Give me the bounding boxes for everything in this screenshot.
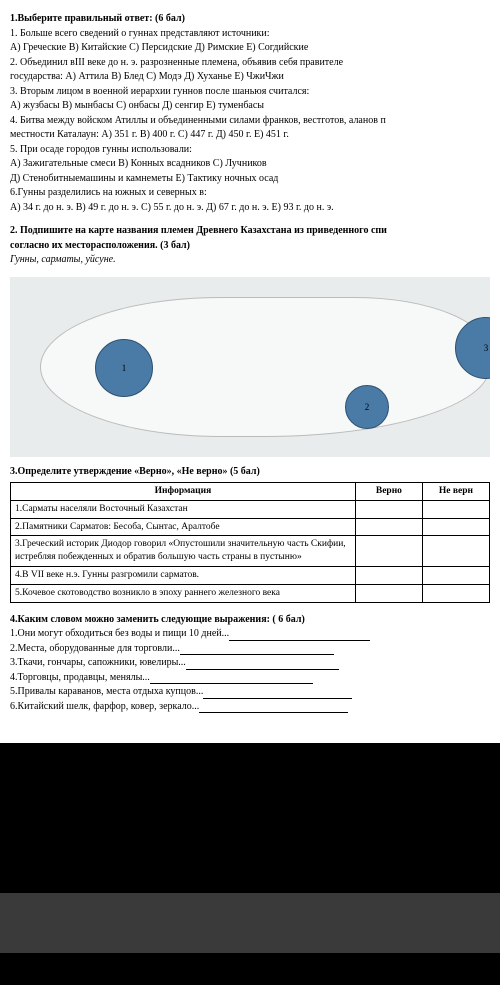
th-false: Не верн [422,483,489,501]
q1-opt5b: Д) Стенобитныемашины и камнеметы Е) Такт… [10,172,490,186]
fill-text: 2.Места, оборудованные для торговли... [10,643,180,654]
false-cell[interactable] [422,500,489,518]
fill-text: 1.Они могут обходиться без воды и пищи 1… [10,628,229,639]
fill-text: 6.Китайский шелк, фарфор, ковер, зеркало… [10,701,199,712]
info-cell: 3.Греческий историк Диодор говорил «Опус… [11,536,356,567]
question-2: 2. Подпишите на карте названия племен Др… [10,224,490,267]
true-cell[interactable] [355,500,422,518]
q1-title: 1.Выберите правильный ответ: (6 бал) [10,12,490,26]
false-cell[interactable] [422,584,489,602]
q2-title: 2. Подпишите на карте названия племен Др… [10,224,490,238]
q2-tribes: Гунны, сарматы, уйсуне. [10,253,490,267]
info-cell: 4.В VII веке н.э. Гунны разгромили сарма… [11,567,356,585]
q1-opt2: государства: А) Аттила В) Блед С) Модэ Д… [10,70,490,84]
fill-blank[interactable] [180,645,334,655]
q1-sub4: 4. Битва между войском Атиллы и объедине… [10,114,490,128]
map-circle-2: 2 [345,385,389,429]
q1-sub6: 6.Гунны разделились на южных и северных … [10,186,490,200]
q1-sub3: 3. Вторым лицом в военной иерархии гунно… [10,85,490,99]
q1-sub5: 5. При осаде городов гунны использовали: [10,143,490,157]
fill-item: 4.Торговцы, продавцы, менялы... [10,671,490,685]
th-info: Информация [11,483,356,501]
true-cell[interactable] [355,536,422,567]
q2-title2: согласно их месторасположения. (3 бал) [10,239,490,253]
false-cell[interactable] [422,536,489,567]
fill-item: 2.Места, оборудованные для торговли... [10,642,490,656]
true-cell[interactable] [355,518,422,536]
info-cell: 1.Сарматы населяли Восточный Казахстан [11,500,356,518]
fill-text: 4.Торговцы, продавцы, менялы... [10,672,150,683]
fill-blank[interactable] [199,703,347,713]
fill-blank[interactable] [229,631,370,641]
fill-blank[interactable] [203,689,351,699]
table-row: 1.Сарматы населяли Восточный Казахстан [11,500,490,518]
true-cell[interactable] [355,584,422,602]
worksheet-page: 1.Выберите правильный ответ: (6 бал) 1. … [0,0,500,743]
th-true: Верно [355,483,422,501]
q1-opt3: А) жузбасы В) мынбасы С) онбасы Д) сенги… [10,99,490,113]
fill-item: 5.Привалы караванов, места отдыха купцов… [10,685,490,699]
info-cell: 5.Кочевое скотоводство возникло в эпоху … [11,584,356,602]
table-row: 3.Греческий историк Диодор говорил «Опус… [11,536,490,567]
fill-item: 6.Китайский шелк, фарфор, ковер, зеркало… [10,700,490,714]
fill-item: 3.Ткачи, гончары, сапожники, ювелиры... [10,656,490,670]
q1-sub1: 1. Больше всего сведений о гуннах предст… [10,27,490,41]
info-cell: 2.Памятники Сарматов: Бесоба, Сынтас, Ар… [11,518,356,536]
false-cell[interactable] [422,518,489,536]
q1-sub2: 2. Объединил вIII веке до н. э. разрозне… [10,56,490,70]
q1-opt1: А) Греческие В) Китайские С) Персидские … [10,41,490,55]
q1-opt5: А) Зажигательные смеси В) Конных всадник… [10,157,490,171]
grey-band [0,893,500,953]
q4-title: 4.Каким словом можно заменить следующие … [10,613,490,627]
q1-opt4: местности Каталаун: А) 351 г. В) 400 г. … [10,128,490,142]
table-row: 2.Памятники Сарматов: Бесоба, Сынтас, Ар… [11,518,490,536]
fill-blank[interactable] [186,660,339,670]
q1-opt6: А) 34 г. до н. э. В) 49 г. до н. э. С) 5… [10,201,490,215]
black-band [0,743,500,893]
map-container: 123 [10,277,490,457]
q3-title: 3.Определите утверждение «Верно», «Не ве… [10,465,490,479]
false-cell[interactable] [422,567,489,585]
fill-text: 3.Ткачи, гончары, сапожники, ювелиры... [10,657,186,668]
table-row: 4.В VII веке н.э. Гунны разгромили сарма… [11,567,490,585]
fill-text: 5.Привалы караванов, места отдыха купцов… [10,686,203,697]
true-cell[interactable] [355,567,422,585]
fill-item: 1.Они могут обходиться без воды и пищи 1… [10,627,490,641]
question-4: 4.Каким словом можно заменить следующие … [10,613,490,714]
map-circle-1: 1 [95,339,153,397]
table-header-row: Информация Верно Не верн [11,483,490,501]
question-3: 3.Определите утверждение «Верно», «Не ве… [10,465,490,603]
truth-table: Информация Верно Не верн 1.Сарматы насел… [10,482,490,603]
table-row: 5.Кочевое скотоводство возникло в эпоху … [11,584,490,602]
fill-blank[interactable] [150,674,313,684]
question-1: 1.Выберите правильный ответ: (6 бал) 1. … [10,12,490,214]
